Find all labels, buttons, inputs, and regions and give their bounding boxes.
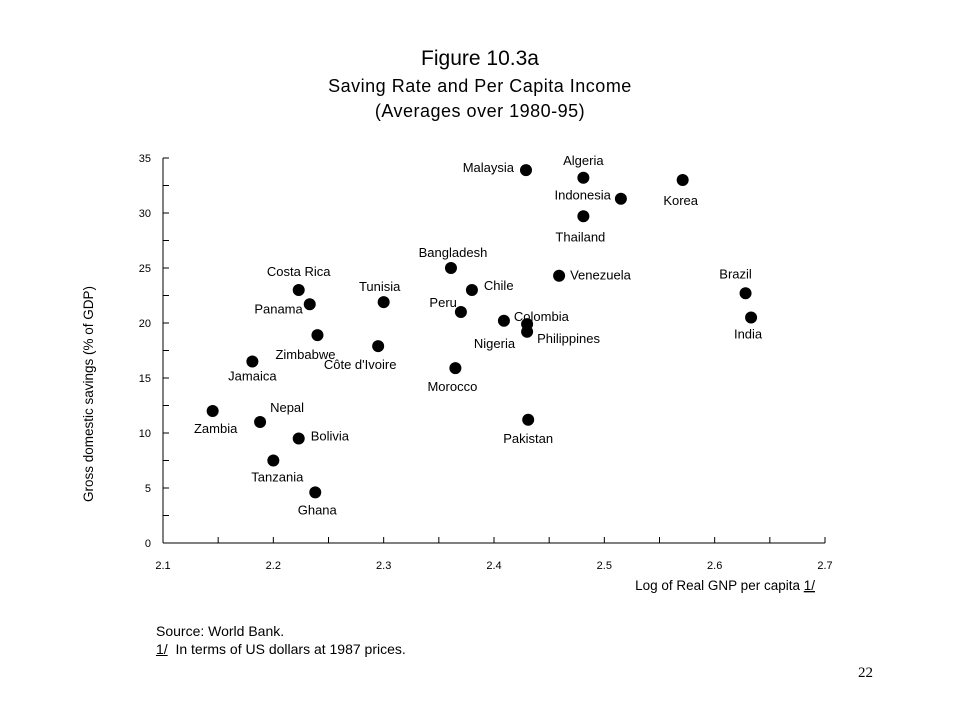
point-label: Bangladesh	[419, 245, 488, 260]
y-tick-label: 35	[139, 153, 151, 165]
point-label: Ghana	[298, 502, 338, 517]
point-label: Tanzania	[251, 470, 304, 485]
data-point	[497, 314, 510, 327]
data-point	[372, 340, 385, 353]
point-label: Peru	[429, 295, 456, 310]
point-label: Korea	[663, 193, 698, 208]
x-tick-label: 2.1	[155, 560, 170, 572]
data-point	[614, 192, 627, 205]
x-tick-label: 2.3	[376, 560, 391, 572]
point-label: Algeria	[563, 153, 604, 168]
data-point	[377, 296, 390, 309]
y-tick-label: 0	[145, 538, 151, 550]
y-tick-label: 30	[139, 208, 151, 220]
data-point	[206, 405, 219, 417]
data-point	[676, 174, 689, 186]
footnote: 1/ In terms of US dollars at 1987 prices…	[156, 641, 406, 657]
y-axis-label: Gross domestic savings (% of GDP)	[81, 286, 96, 502]
point-label: Costa Rica	[267, 264, 331, 279]
chart-subtitle-period: (Averages over 1980-95)	[374, 101, 586, 121]
data-point	[577, 171, 590, 184]
data-point	[246, 355, 259, 368]
point-labels: Malaysia Algeria Indonesia Korea Thailand Ban…	[194, 153, 763, 518]
x-tick-label: 2.6	[707, 560, 722, 572]
data-point	[292, 432, 305, 445]
point-label: Zimbabwe	[275, 347, 335, 362]
data-point	[577, 210, 590, 223]
data-point	[522, 413, 535, 426]
point-label: Zambia	[194, 421, 238, 436]
y-tick-label: 20	[139, 318, 151, 330]
point-label: Côte d'Ivoire	[324, 357, 397, 372]
point-label: Philippines	[537, 331, 600, 346]
point-label: Panama	[254, 301, 303, 316]
page-number: 22	[858, 665, 873, 681]
point-label: Brazil	[719, 266, 752, 281]
chart-subtitle: Saving Rate and Per Capita Income	[328, 76, 632, 96]
y-tick-label: 25	[139, 263, 151, 275]
footnote-marker: 1/	[156, 641, 168, 657]
x-tick-label: 2.7	[817, 560, 832, 572]
point-label: Malaysia	[463, 160, 515, 175]
point-label: Bolivia	[311, 429, 350, 444]
chart-title: Figure 10.3a	[421, 47, 539, 70]
data-point	[454, 306, 467, 318]
data-point	[553, 269, 566, 282]
data-point	[465, 284, 478, 296]
footnote-text: In terms of US dollars at 1987 prices.	[167, 641, 406, 657]
axes: 0 5 10 15 20 25 30 35 2.1 2.2 2.3 2.4 2.5 2.6 2.7	[139, 153, 833, 572]
point-label: Venezuela	[570, 268, 631, 283]
point-label: Jamaica	[228, 369, 277, 384]
point-label: India	[734, 327, 763, 342]
point-label: Tunisia	[359, 279, 401, 294]
data-point	[739, 287, 752, 300]
point-label: Chile	[484, 278, 514, 293]
data-point	[292, 284, 305, 296]
data-point	[309, 486, 322, 499]
source-note: Source: World Bank.	[156, 623, 285, 639]
data-point	[311, 329, 324, 342]
x-axis-label: Log of Real GNP per capita 1/	[635, 578, 815, 593]
y-tick-label: 10	[139, 428, 151, 440]
x-tick-label: 2.2	[266, 560, 281, 572]
data-point	[745, 311, 758, 324]
y-tick-label: 15	[139, 373, 151, 385]
point-label: Pakistan	[503, 431, 553, 446]
data-points	[206, 164, 758, 499]
point-label: Nigeria	[474, 336, 516, 351]
data-point	[449, 362, 462, 375]
point-label: Morocco	[427, 379, 477, 394]
data-point	[254, 416, 267, 428]
point-label: Thailand	[555, 229, 605, 244]
x-axis-footnote-marker: 1/	[804, 578, 816, 593]
x-tick-label: 2.4	[486, 560, 501, 572]
point-label: Colombia	[514, 309, 570, 324]
data-point	[303, 298, 316, 311]
data-point	[519, 164, 532, 177]
y-tick-label: 5	[145, 483, 151, 495]
point-label: Nepal	[270, 400, 304, 415]
x-axis-label-text: Log of Real GNP per capita	[635, 578, 804, 593]
data-point	[267, 454, 280, 467]
x-tick-label: 2.5	[597, 560, 612, 572]
data-point	[521, 318, 534, 331]
point-label: Indonesia	[554, 188, 611, 203]
data-point	[444, 262, 457, 274]
